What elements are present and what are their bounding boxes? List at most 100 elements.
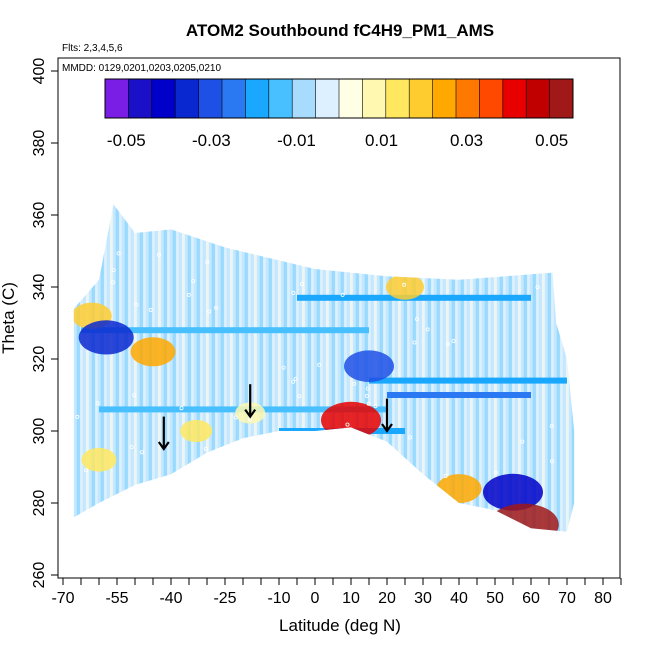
sample-marker <box>407 435 412 440</box>
field-strip <box>433 204 438 532</box>
field-strip <box>427 204 432 532</box>
y-tick-label: 300 <box>31 418 48 445</box>
x-tick-label: -40 <box>159 590 182 607</box>
field-strip <box>526 204 531 532</box>
colorbar-swatch <box>479 79 504 118</box>
anomaly-patch <box>81 447 117 472</box>
field-strip <box>400 204 405 532</box>
x-tick-label: -70 <box>51 590 74 607</box>
anomaly-patch <box>344 350 394 383</box>
sample-marker <box>340 292 345 297</box>
field-strip <box>508 204 513 532</box>
field-strip <box>406 204 411 532</box>
plot-area <box>73 204 575 532</box>
field-strip <box>514 204 519 532</box>
field-strip <box>127 204 132 532</box>
arrow-head <box>244 408 257 419</box>
anomaly-patch <box>130 337 176 367</box>
sample-marker <box>402 282 407 287</box>
field-strip <box>214 204 219 532</box>
sample-marker <box>297 484 302 489</box>
field-strip <box>94 204 99 532</box>
field-strip <box>562 204 567 532</box>
field-strip <box>502 204 507 532</box>
colorbar-tick-label: -0.01 <box>277 131 316 150</box>
field-strip <box>118 204 123 532</box>
field-strip <box>547 204 552 532</box>
field-strip <box>289 204 294 532</box>
sample-marker <box>549 423 554 428</box>
x-tick-label: -10 <box>267 590 290 607</box>
field-strip <box>205 204 210 532</box>
sample-marker <box>116 251 121 256</box>
field-strip <box>220 204 225 532</box>
field-strip <box>223 204 228 532</box>
sample-marker <box>156 498 161 503</box>
sample-marker <box>157 252 162 257</box>
sample-marker <box>352 381 357 386</box>
sample-marker <box>205 260 210 265</box>
field-strip <box>307 204 312 532</box>
field-strip <box>229 204 234 532</box>
field-strip <box>157 204 162 532</box>
field-strip <box>85 204 90 532</box>
field-strip <box>79 204 84 532</box>
colorbar-swatch <box>502 79 527 118</box>
colorbar-tick-label: 0.05 <box>535 131 568 150</box>
sample-marker <box>550 459 555 464</box>
field-strip <box>253 204 258 532</box>
field-strip <box>340 204 345 532</box>
y-tick-label: 260 <box>31 562 48 589</box>
field-strip <box>238 204 243 532</box>
sample-marker <box>366 401 371 406</box>
colorbar-tick-label: 0.03 <box>450 131 483 150</box>
colorbar-swatch <box>128 79 153 118</box>
colorbar-swatch <box>432 79 457 118</box>
anomaly-band <box>81 327 369 334</box>
field-strip <box>496 204 501 532</box>
field-strip <box>481 204 486 532</box>
field-strip <box>316 204 321 532</box>
field-strip <box>463 204 468 532</box>
field-strip <box>286 204 291 532</box>
field-strip <box>211 204 216 532</box>
field-strip <box>457 204 462 532</box>
field-strip <box>304 204 309 532</box>
anomaly-band <box>387 392 531 398</box>
colorbar-swatch <box>292 79 316 118</box>
field-strip <box>310 204 315 532</box>
field-strip <box>226 204 231 532</box>
field-strip <box>172 204 177 532</box>
x-tick-label: 20 <box>378 590 396 607</box>
x-tick-label: 70 <box>558 590 576 607</box>
x-axis: -70 -55 -40 -25 -10 0 10 20 30 40 50 60 70 80 <box>51 578 622 607</box>
field-strip <box>478 204 483 532</box>
field-strip <box>100 204 105 532</box>
field-strip <box>418 204 423 532</box>
y-axis-label: Theta (C) <box>0 282 18 354</box>
field-strip <box>271 204 276 532</box>
sample-marker <box>535 285 540 290</box>
field-strip <box>88 204 93 532</box>
field-strip <box>403 204 408 532</box>
colorbar-swatch <box>526 79 550 118</box>
sample-marker <box>148 307 153 312</box>
sample-marker <box>95 401 100 406</box>
field-strip <box>142 204 147 532</box>
field-strip <box>163 204 168 532</box>
field-strip <box>448 204 453 532</box>
field-strip <box>151 204 156 532</box>
sample-marker <box>541 256 546 261</box>
field-strip <box>130 204 135 532</box>
arrow-head <box>157 441 170 451</box>
field-strip <box>133 204 138 532</box>
field-strip <box>280 204 285 532</box>
field-strip <box>475 204 480 532</box>
x-tick-label: 30 <box>414 590 432 607</box>
field-strip <box>499 204 504 532</box>
field-strip <box>553 204 558 532</box>
sample-marker <box>207 309 212 314</box>
field-strip <box>82 204 87 532</box>
field-strip <box>550 204 555 532</box>
field-strip <box>259 204 264 532</box>
